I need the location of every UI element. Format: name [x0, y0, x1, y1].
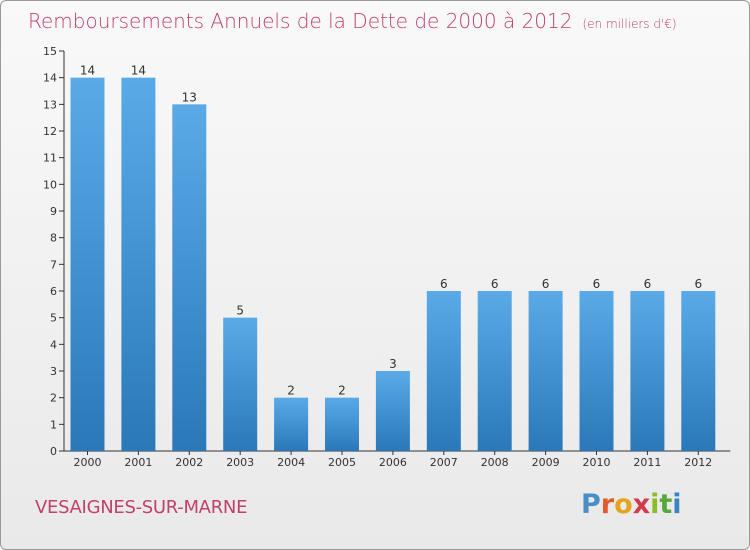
x-tick-label: 2002	[175, 456, 203, 469]
data-label: 2	[287, 384, 295, 398]
y-tick-label: 14	[43, 72, 57, 85]
y-tick-label: 6	[50, 285, 57, 298]
y-tick-label: 11	[43, 152, 57, 165]
bar-2002[interactable]	[172, 104, 207, 451]
title-text: Remboursements Annuels de la Dette de 20…	[28, 9, 573, 33]
bar-2000[interactable]	[70, 77, 105, 452]
y-tick-label: 4	[50, 338, 57, 351]
y-tick-label: 10	[43, 178, 57, 191]
y-tick-label: 8	[50, 232, 57, 245]
bar-2005[interactable]	[325, 397, 359, 451]
data-label: 6	[593, 277, 601, 291]
y-tick-label: 5	[50, 312, 57, 325]
bar-2007[interactable]	[426, 291, 461, 451]
x-tick-label: 2010	[583, 456, 611, 469]
y-tick-label: 1	[50, 418, 57, 431]
data-label: 5	[236, 304, 244, 318]
x-tick-label: 2001	[124, 456, 152, 469]
data-label: 14	[131, 64, 146, 78]
bars	[70, 77, 716, 452]
y-tick-label: 3	[50, 365, 57, 378]
data-label: 6	[440, 277, 448, 291]
y-tick-label: 2	[50, 392, 57, 405]
y-tick-label: 15	[43, 45, 57, 58]
bar-2009[interactable]	[528, 291, 563, 451]
y-tick-label: 9	[50, 205, 57, 218]
bar-2008[interactable]	[477, 291, 512, 451]
x-tick-label: 2003	[226, 456, 254, 469]
x-tick-label: 2007	[430, 456, 458, 469]
data-label: 6	[491, 277, 499, 291]
bar-2010[interactable]	[579, 291, 614, 451]
x-tick-label: 2004	[277, 456, 305, 469]
y-tick-label: 7	[50, 258, 57, 271]
town-name: VESAIGNES-SUR-MARNE	[35, 497, 248, 518]
chart-title: Remboursements Annuels de la Dette de 20…	[28, 9, 677, 33]
x-tick-label: 2012	[684, 456, 712, 469]
data-label: 2	[338, 384, 346, 398]
bar-2004[interactable]	[274, 397, 309, 451]
bar-2003[interactable]	[223, 317, 258, 451]
proxiti-logo[interactable]: Proxiti	[581, 489, 682, 520]
data-label: 14	[80, 64, 95, 78]
unit-label: (en milliers d'€)	[582, 17, 677, 31]
data-label: 3	[389, 357, 397, 371]
y-tick-label: 12	[43, 125, 57, 138]
x-tick-label: 2011	[633, 456, 661, 469]
bar-2012[interactable]	[681, 291, 716, 451]
x-tick-label: 2009	[532, 456, 560, 469]
bar-2001[interactable]	[121, 77, 156, 452]
x-tick-label: 2006	[379, 456, 407, 469]
data-labels: 14 14 13 5 2 2 3 6 6 6 6 6 6	[80, 64, 702, 398]
x-tick-label: 2005	[328, 456, 356, 469]
data-label: 6	[644, 277, 652, 291]
x-tick-label: 2008	[481, 456, 509, 469]
data-label: 6	[694, 277, 702, 291]
x-tick-label: 2000	[74, 456, 102, 469]
y-tick-label: 13	[43, 98, 57, 111]
bar-2011[interactable]	[630, 291, 665, 451]
data-label: 6	[542, 277, 550, 291]
data-label: 13	[182, 90, 197, 104]
bar-2006[interactable]	[375, 371, 410, 451]
y-tick-label: 0	[50, 445, 57, 458]
